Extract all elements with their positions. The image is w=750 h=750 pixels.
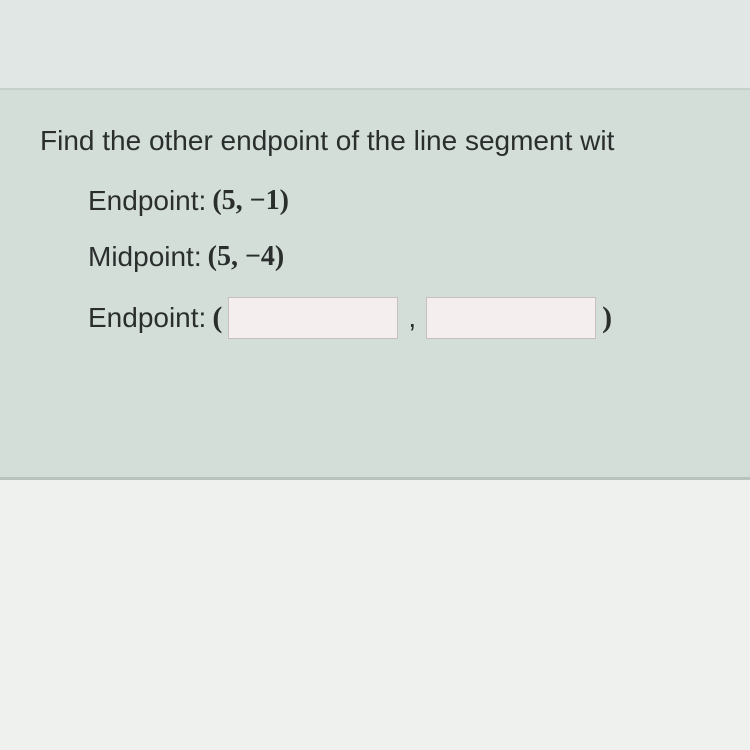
question-panel: Find the other endpoint of the line segm… bbox=[0, 90, 750, 480]
endpoint-x-input[interactable] bbox=[228, 297, 398, 339]
top-bar bbox=[0, 0, 750, 90]
comma: , bbox=[404, 302, 420, 334]
midpoint-value: (5, −4) bbox=[208, 241, 285, 273]
endpoint-y-input[interactable] bbox=[426, 297, 596, 339]
bottom-area bbox=[0, 480, 750, 750]
midpoint-label: Midpoint: bbox=[88, 241, 202, 273]
endpoint-answer-label: Endpoint: bbox=[88, 302, 206, 334]
midpoint-row: Midpoint: (5, −4) bbox=[88, 241, 750, 273]
endpoint-given-row: Endpoint: (5, −1) bbox=[88, 185, 750, 217]
endpoint-given-value: (5, −1) bbox=[212, 185, 289, 217]
close-paren: ) bbox=[602, 301, 612, 335]
question-text: Find the other endpoint of the line segm… bbox=[40, 125, 750, 157]
endpoint-answer-row: Endpoint: ( , ) bbox=[88, 297, 750, 339]
endpoint-given-label: Endpoint: bbox=[88, 185, 206, 217]
open-paren: ( bbox=[212, 301, 222, 335]
